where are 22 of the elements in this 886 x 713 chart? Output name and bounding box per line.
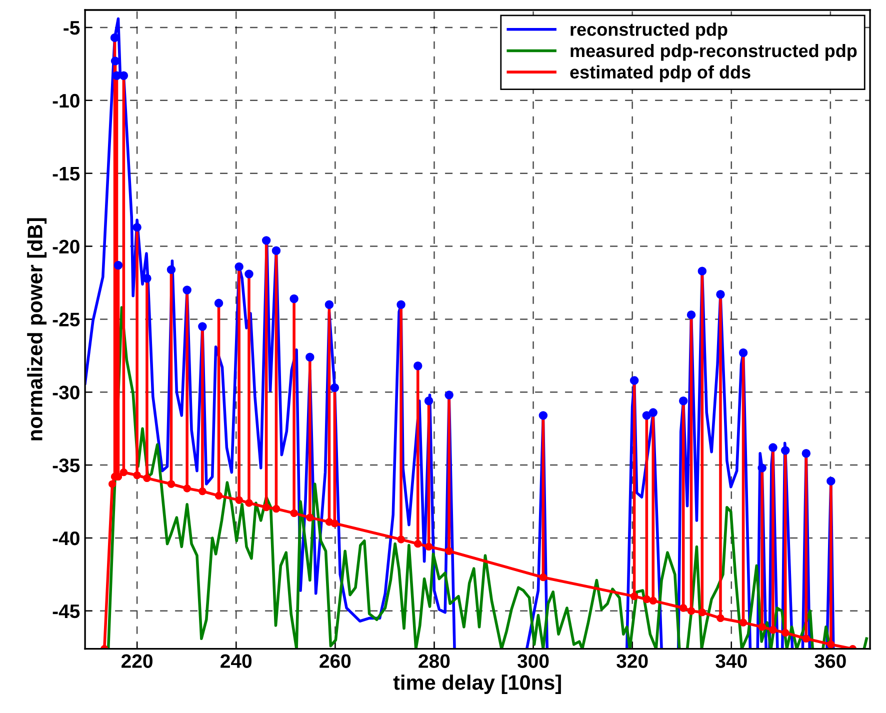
y-axis-title: normalized power [dB] — [27, 218, 47, 440]
x-tick-label: 260 — [320, 654, 351, 668]
y-tick-label: -15 — [52, 167, 80, 181]
x-tick-label: 360 — [814, 654, 846, 668]
x-tick-label: 280 — [418, 654, 450, 668]
x-tick-label: 240 — [220, 654, 252, 668]
y-tick-label: -35 — [52, 458, 80, 472]
legend-label: estimated pdp of dds — [570, 65, 750, 82]
x-axis-title: time delay [10ns] — [393, 674, 561, 694]
y-tick-label: -30 — [52, 386, 80, 400]
y-tick-label: -5 — [64, 21, 80, 35]
legend-label: measured pdp-reconstructed pdp — [570, 44, 857, 61]
x-tick-label: 340 — [716, 654, 747, 668]
y-tick-label: -25 — [52, 312, 80, 326]
x-tick-label: 300 — [518, 654, 549, 668]
y-tick-label: -40 — [52, 531, 80, 546]
y-tick-label: -45 — [52, 604, 80, 618]
x-tick-label: 220 — [122, 654, 152, 668]
legend-label: reconstructed pdp — [570, 22, 728, 40]
x-tick-label: 320 — [616, 654, 648, 668]
y-tick-label: -10 — [52, 94, 80, 108]
y-tick-label: -20 — [52, 240, 80, 254]
